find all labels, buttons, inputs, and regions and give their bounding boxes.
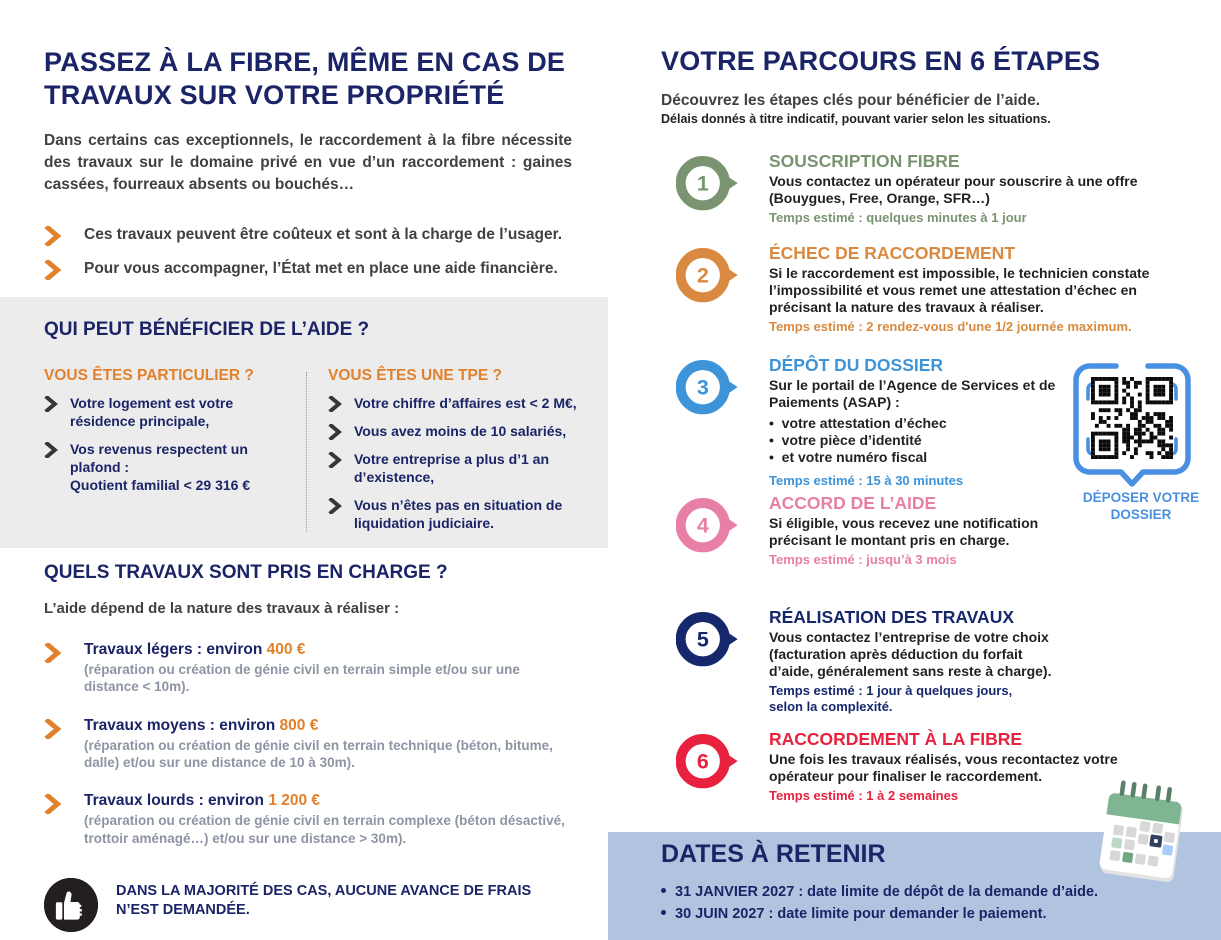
svg-text:4: 4: [697, 514, 709, 538]
svg-text:1: 1: [697, 172, 709, 196]
svg-text:6: 6: [697, 750, 709, 774]
svg-text:2: 2: [697, 264, 709, 288]
svg-text:5: 5: [697, 628, 709, 652]
svg-text:3: 3: [697, 376, 709, 400]
